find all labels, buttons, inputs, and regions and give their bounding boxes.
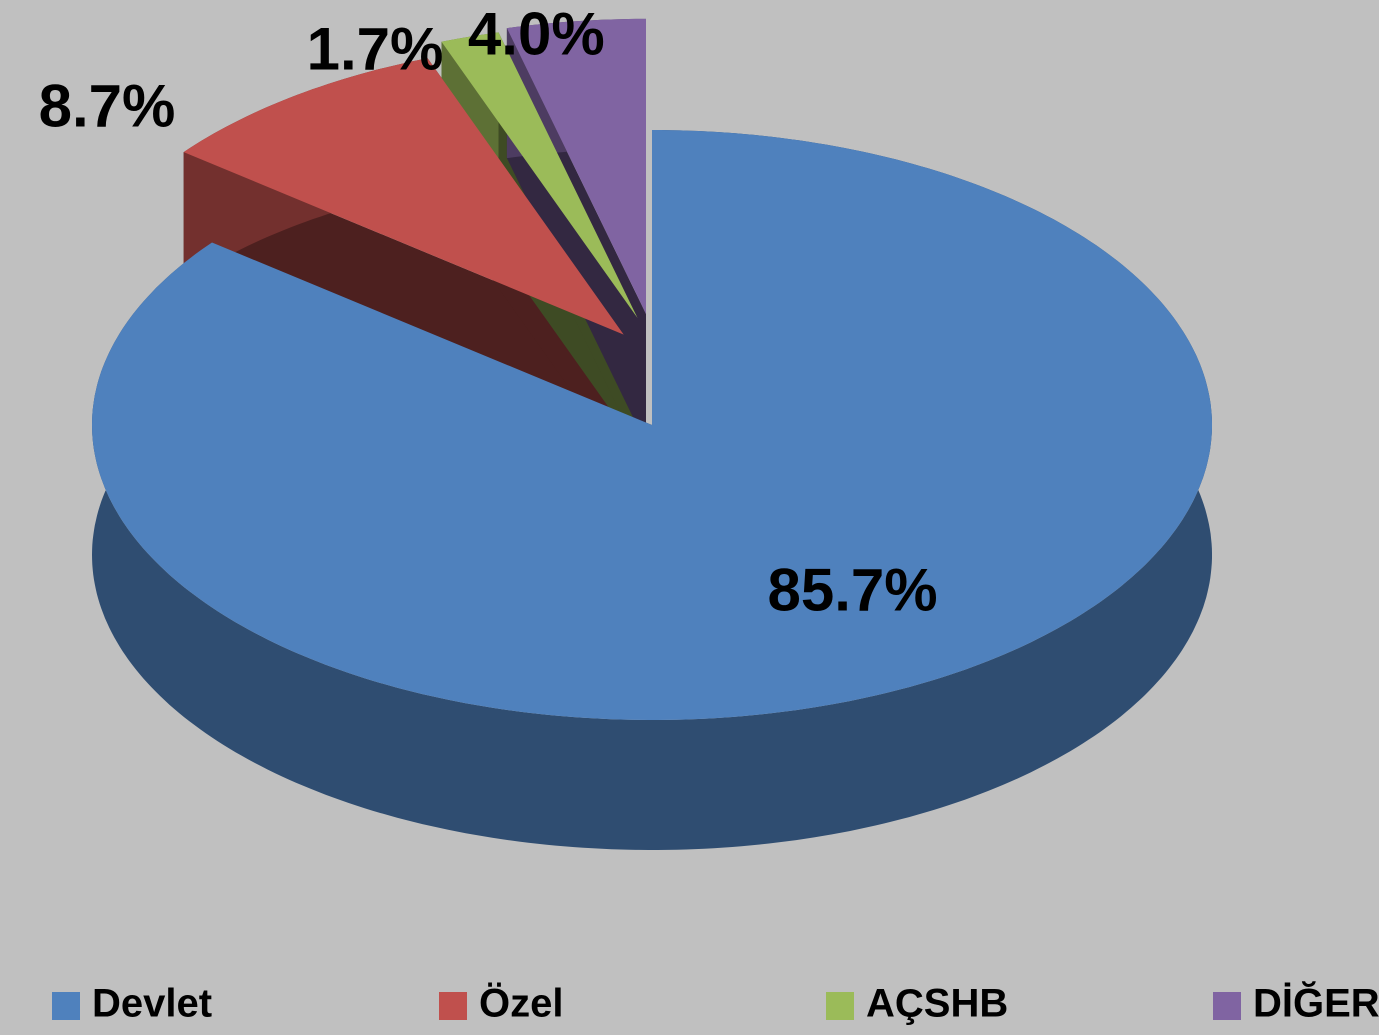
pie-slice	[506, 18, 646, 314]
legend-label: Özel	[479, 981, 563, 1026]
pie-slice	[183, 58, 624, 335]
value-label: 4.0%	[468, 1, 605, 68]
legend-swatch	[439, 992, 467, 1020]
pie-slice	[441, 32, 638, 319]
legend-label: DİĞER	[1253, 980, 1379, 1026]
legend-label: Devlet	[92, 982, 212, 1026]
pie-slice	[92, 130, 1212, 720]
legend-label: AÇSHB	[866, 982, 1008, 1026]
value-label: 85.7%	[767, 557, 937, 624]
legend-swatch	[826, 992, 854, 1020]
value-label: 1.7%	[307, 15, 444, 82]
legend-swatch	[1213, 992, 1241, 1020]
value-label: 8.7%	[39, 72, 176, 139]
legend-swatch	[52, 992, 80, 1020]
